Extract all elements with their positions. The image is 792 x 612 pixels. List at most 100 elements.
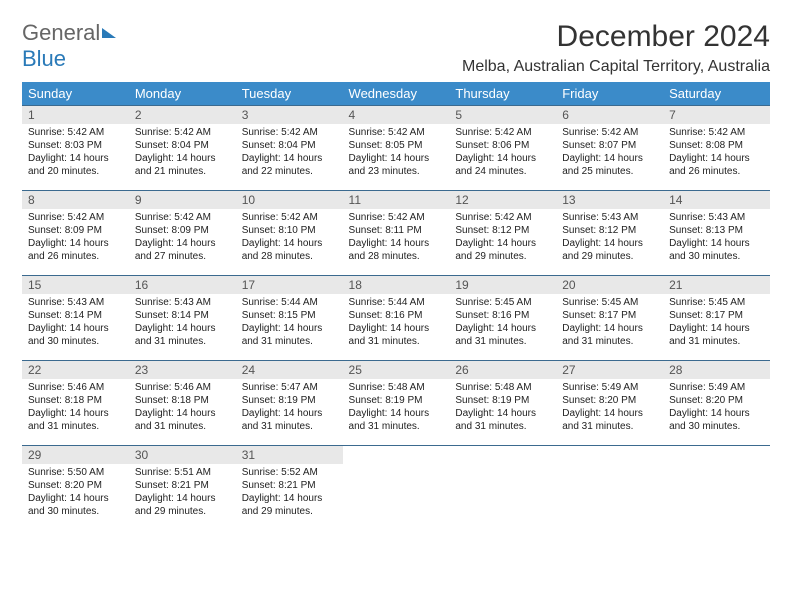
day-details: Sunrise: 5:42 AMSunset: 8:05 PMDaylight:…	[343, 124, 450, 182]
weekday-header: Monday	[129, 82, 236, 106]
calendar-cell: 29Sunrise: 5:50 AMSunset: 8:20 PMDayligh…	[22, 446, 129, 531]
calendar-cell: 24Sunrise: 5:47 AMSunset: 8:19 PMDayligh…	[236, 361, 343, 446]
day-number: 30	[129, 446, 236, 464]
header: December 2024 Melba, Australian Capital …	[22, 20, 770, 76]
day-details: Sunrise: 5:47 AMSunset: 8:19 PMDaylight:…	[236, 379, 343, 437]
day-details: Sunrise: 5:42 AMSunset: 8:11 PMDaylight:…	[343, 209, 450, 267]
day-number: 17	[236, 276, 343, 294]
calendar-cell	[663, 446, 770, 531]
day-number: 3	[236, 106, 343, 124]
calendar-row: 1Sunrise: 5:42 AMSunset: 8:03 PMDaylight…	[22, 106, 770, 191]
calendar-cell: 22Sunrise: 5:46 AMSunset: 8:18 PMDayligh…	[22, 361, 129, 446]
day-number: 24	[236, 361, 343, 379]
day-number: 29	[22, 446, 129, 464]
day-number: 11	[343, 191, 450, 209]
day-details: Sunrise: 5:49 AMSunset: 8:20 PMDaylight:…	[556, 379, 663, 437]
day-number: 13	[556, 191, 663, 209]
calendar-cell: 25Sunrise: 5:48 AMSunset: 8:19 PMDayligh…	[343, 361, 450, 446]
day-details: Sunrise: 5:44 AMSunset: 8:15 PMDaylight:…	[236, 294, 343, 352]
day-number: 19	[449, 276, 556, 294]
day-details: Sunrise: 5:43 AMSunset: 8:14 PMDaylight:…	[129, 294, 236, 352]
day-details: Sunrise: 5:44 AMSunset: 8:16 PMDaylight:…	[343, 294, 450, 352]
day-number: 22	[22, 361, 129, 379]
day-number: 26	[449, 361, 556, 379]
day-details: Sunrise: 5:48 AMSunset: 8:19 PMDaylight:…	[449, 379, 556, 437]
calendar-cell	[343, 446, 450, 531]
calendar-cell: 5Sunrise: 5:42 AMSunset: 8:06 PMDaylight…	[449, 106, 556, 191]
day-number: 23	[129, 361, 236, 379]
calendar-cell: 20Sunrise: 5:45 AMSunset: 8:17 PMDayligh…	[556, 276, 663, 361]
weekday-header: Saturday	[663, 82, 770, 106]
day-details: Sunrise: 5:45 AMSunset: 8:17 PMDaylight:…	[663, 294, 770, 352]
logo-text-1: General	[22, 20, 100, 45]
calendar-cell: 14Sunrise: 5:43 AMSunset: 8:13 PMDayligh…	[663, 191, 770, 276]
day-number: 20	[556, 276, 663, 294]
calendar-cell: 2Sunrise: 5:42 AMSunset: 8:04 PMDaylight…	[129, 106, 236, 191]
calendar-cell: 1Sunrise: 5:42 AMSunset: 8:03 PMDaylight…	[22, 106, 129, 191]
day-number: 18	[343, 276, 450, 294]
day-details: Sunrise: 5:42 AMSunset: 8:04 PMDaylight:…	[129, 124, 236, 182]
weekday-header-row: SundayMondayTuesdayWednesdayThursdayFrid…	[22, 82, 770, 106]
calendar-cell: 28Sunrise: 5:49 AMSunset: 8:20 PMDayligh…	[663, 361, 770, 446]
day-details: Sunrise: 5:46 AMSunset: 8:18 PMDaylight:…	[129, 379, 236, 437]
day-details: Sunrise: 5:48 AMSunset: 8:19 PMDaylight:…	[343, 379, 450, 437]
day-number: 27	[556, 361, 663, 379]
weekday-header: Sunday	[22, 82, 129, 106]
day-details: Sunrise: 5:42 AMSunset: 8:07 PMDaylight:…	[556, 124, 663, 182]
day-number: 25	[343, 361, 450, 379]
calendar-cell: 31Sunrise: 5:52 AMSunset: 8:21 PMDayligh…	[236, 446, 343, 531]
calendar-cell: 4Sunrise: 5:42 AMSunset: 8:05 PMDaylight…	[343, 106, 450, 191]
calendar-cell: 12Sunrise: 5:42 AMSunset: 8:12 PMDayligh…	[449, 191, 556, 276]
day-details: Sunrise: 5:51 AMSunset: 8:21 PMDaylight:…	[129, 464, 236, 522]
calendar-row: 8Sunrise: 5:42 AMSunset: 8:09 PMDaylight…	[22, 191, 770, 276]
calendar-cell: 19Sunrise: 5:45 AMSunset: 8:16 PMDayligh…	[449, 276, 556, 361]
day-details: Sunrise: 5:42 AMSunset: 8:09 PMDaylight:…	[22, 209, 129, 267]
day-details: Sunrise: 5:45 AMSunset: 8:16 PMDaylight:…	[449, 294, 556, 352]
calendar-row: 22Sunrise: 5:46 AMSunset: 8:18 PMDayligh…	[22, 361, 770, 446]
calendar-cell	[556, 446, 663, 531]
calendar-cell: 10Sunrise: 5:42 AMSunset: 8:10 PMDayligh…	[236, 191, 343, 276]
day-number: 31	[236, 446, 343, 464]
day-number: 28	[663, 361, 770, 379]
weekday-header: Friday	[556, 82, 663, 106]
day-details: Sunrise: 5:49 AMSunset: 8:20 PMDaylight:…	[663, 379, 770, 437]
calendar-cell: 23Sunrise: 5:46 AMSunset: 8:18 PMDayligh…	[129, 361, 236, 446]
day-details: Sunrise: 5:42 AMSunset: 8:10 PMDaylight:…	[236, 209, 343, 267]
day-details: Sunrise: 5:50 AMSunset: 8:20 PMDaylight:…	[22, 464, 129, 522]
calendar-cell: 30Sunrise: 5:51 AMSunset: 8:21 PMDayligh…	[129, 446, 236, 531]
day-number: 1	[22, 106, 129, 124]
calendar-cell: 26Sunrise: 5:48 AMSunset: 8:19 PMDayligh…	[449, 361, 556, 446]
day-details: Sunrise: 5:45 AMSunset: 8:17 PMDaylight:…	[556, 294, 663, 352]
day-number: 14	[663, 191, 770, 209]
calendar-cell: 7Sunrise: 5:42 AMSunset: 8:08 PMDaylight…	[663, 106, 770, 191]
calendar-cell: 17Sunrise: 5:44 AMSunset: 8:15 PMDayligh…	[236, 276, 343, 361]
calendar-cell: 16Sunrise: 5:43 AMSunset: 8:14 PMDayligh…	[129, 276, 236, 361]
weekday-header: Thursday	[449, 82, 556, 106]
calendar-cell: 27Sunrise: 5:49 AMSunset: 8:20 PMDayligh…	[556, 361, 663, 446]
day-number: 5	[449, 106, 556, 124]
day-details: Sunrise: 5:42 AMSunset: 8:03 PMDaylight:…	[22, 124, 129, 182]
day-details: Sunrise: 5:42 AMSunset: 8:12 PMDaylight:…	[449, 209, 556, 267]
logo-text-2: Blue	[22, 46, 66, 71]
day-number: 2	[129, 106, 236, 124]
day-details: Sunrise: 5:42 AMSunset: 8:06 PMDaylight:…	[449, 124, 556, 182]
day-number: 16	[129, 276, 236, 294]
day-number: 15	[22, 276, 129, 294]
day-details: Sunrise: 5:52 AMSunset: 8:21 PMDaylight:…	[236, 464, 343, 522]
logo: General Blue	[22, 20, 116, 72]
day-details: Sunrise: 5:42 AMSunset: 8:09 PMDaylight:…	[129, 209, 236, 267]
calendar-table: SundayMondayTuesdayWednesdayThursdayFrid…	[22, 82, 770, 531]
day-number: 21	[663, 276, 770, 294]
day-number: 8	[22, 191, 129, 209]
page-subtitle: Melba, Australian Capital Territory, Aus…	[22, 58, 770, 76]
day-details: Sunrise: 5:43 AMSunset: 8:13 PMDaylight:…	[663, 209, 770, 267]
day-number: 10	[236, 191, 343, 209]
day-number: 9	[129, 191, 236, 209]
day-number: 12	[449, 191, 556, 209]
weekday-header: Wednesday	[343, 82, 450, 106]
calendar-cell: 13Sunrise: 5:43 AMSunset: 8:12 PMDayligh…	[556, 191, 663, 276]
calendar-cell	[449, 446, 556, 531]
calendar-row: 15Sunrise: 5:43 AMSunset: 8:14 PMDayligh…	[22, 276, 770, 361]
calendar-cell: 21Sunrise: 5:45 AMSunset: 8:17 PMDayligh…	[663, 276, 770, 361]
calendar-row: 29Sunrise: 5:50 AMSunset: 8:20 PMDayligh…	[22, 446, 770, 531]
